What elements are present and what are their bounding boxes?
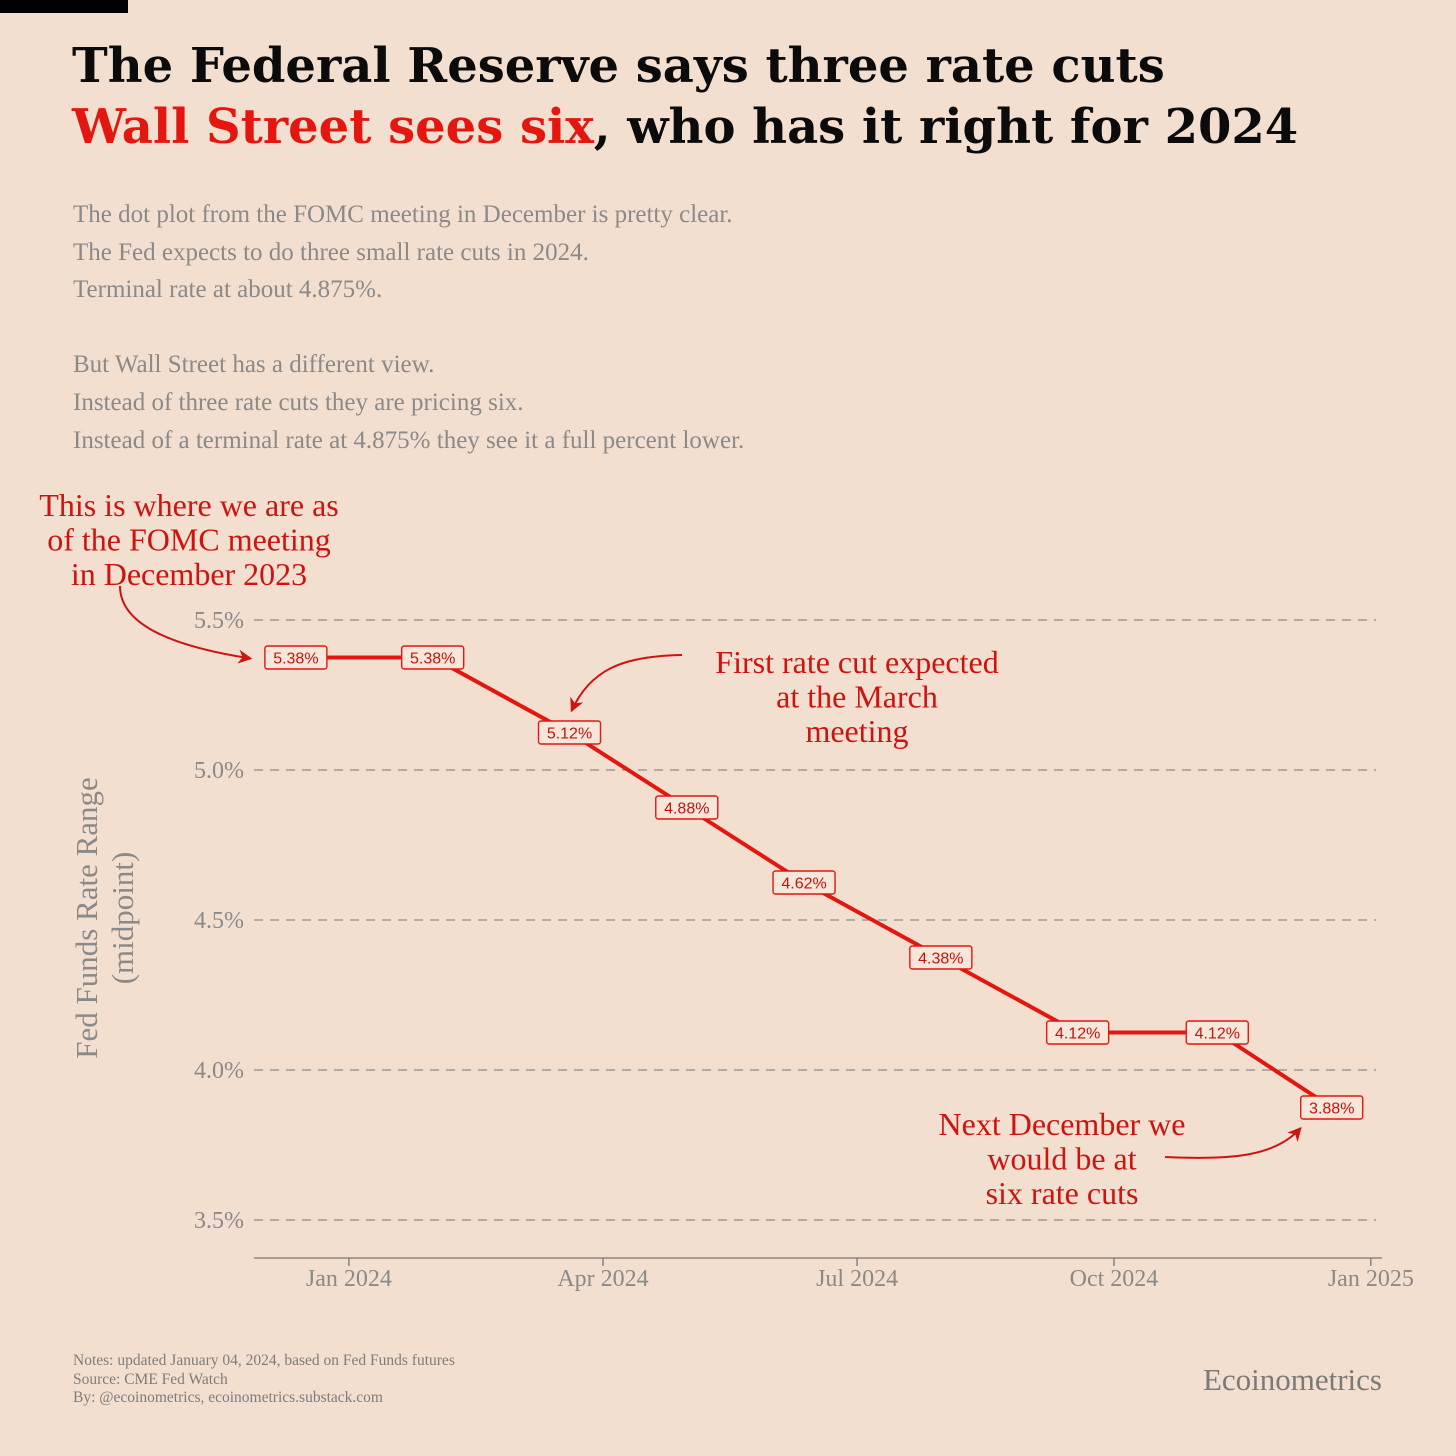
annotation-line: of the FOMC meeting bbox=[47, 522, 331, 558]
x-tick-label: Oct 2024 bbox=[1070, 1266, 1159, 1292]
annotation-arrow bbox=[570, 654, 683, 713]
data-label-box bbox=[1185, 1020, 1249, 1045]
source-line: Source: CME Fed Watch bbox=[73, 1370, 228, 1388]
grid-layer bbox=[254, 619, 1376, 1221]
data-label: 3.88% bbox=[1300, 1095, 1364, 1120]
data-label-text: 5.12% bbox=[547, 726, 592, 743]
title-line-2-rest: , who has it right for 2024 bbox=[593, 99, 1299, 155]
y-tick-label: 5.5% bbox=[194, 608, 244, 634]
subtitle-line: Terminal rate at about 4.875%. bbox=[73, 276, 383, 304]
data-label-text: 4.88% bbox=[664, 801, 709, 818]
subtitle-line: The Fed expects to do three small rate c… bbox=[73, 238, 589, 266]
data-label-text: 4.62% bbox=[781, 876, 826, 893]
y-tick-label: 3.5% bbox=[194, 1208, 244, 1234]
data-label-box bbox=[909, 945, 973, 970]
notes-line: Notes: updated January 04, 2024, based o… bbox=[73, 1352, 455, 1369]
y-axis-title: Fed Funds Rate Range(midpoint) bbox=[69, 777, 140, 1059]
data-label-box bbox=[264, 645, 328, 670]
chart-subtitle: The dot plot from the FOMC meeting in De… bbox=[73, 196, 744, 459]
x-tick-label: Jan 2025 bbox=[1328, 1266, 1414, 1292]
y-tick-label: 5.0% bbox=[194, 758, 244, 784]
data-label-box bbox=[537, 720, 602, 745]
annotation-line: First rate cut expected bbox=[715, 644, 998, 680]
data-label-box bbox=[400, 645, 465, 670]
annotation-text: First rate cut expected at the March meeti… bbox=[715, 644, 998, 749]
annotation-text: Next December we would be at six rate cuts bbox=[939, 1106, 1186, 1211]
annotation-line: in December 2023 bbox=[71, 556, 307, 592]
subtitle-line: But Wall Street has a different view. bbox=[73, 351, 435, 379]
data-label-box bbox=[1045, 1020, 1110, 1045]
data-label-box bbox=[655, 795, 719, 820]
brand-name: Ecoinometrics bbox=[1202, 1362, 1382, 1397]
data-label-text: 5.38% bbox=[410, 651, 455, 668]
data-label: 5.12% bbox=[537, 720, 602, 745]
annotation-arrow bbox=[119, 585, 253, 664]
annotation-layer: This is where we are as of the FOMC meeti… bbox=[39, 487, 1302, 1211]
annotation-arrow bbox=[1164, 1126, 1302, 1159]
title-line-2: Wall Street sees six, who has it right f… bbox=[72, 97, 1298, 158]
y-axis-title-line: Fed Funds Rate Range bbox=[69, 777, 104, 1059]
subtitle-line: Instead of three rate cuts they are pric… bbox=[73, 388, 524, 416]
subtitle-line: Instead of a terminal rate at 4.875% the… bbox=[73, 426, 745, 454]
annotation-line: at the March bbox=[776, 679, 938, 715]
annotation-text: This is where we are as of the FOMC meeti… bbox=[39, 487, 338, 592]
x-tick-label: Apr 2024 bbox=[557, 1266, 648, 1292]
chart-title: The Federal Reserve says three rate cuts… bbox=[72, 36, 1298, 158]
data-label-text: 4.12% bbox=[1055, 1026, 1100, 1043]
data-label: 5.38% bbox=[400, 645, 465, 670]
data-label: 4.12% bbox=[1045, 1020, 1110, 1045]
annotation-line: Next December we bbox=[939, 1106, 1186, 1142]
annotation-line: six rate cuts bbox=[986, 1175, 1139, 1211]
axis-layer: 3.5% 4.0% 4.5% 5.0% 5.5% Jan 2024 Apr 2024 Jul … bbox=[69, 608, 1414, 1292]
data-label-layer: 5.38% 5.38% 5.12% 4.88% 4.62% 4.38% 4.12% 4.12%… bbox=[264, 645, 1364, 1120]
y-tick-label: 4.5% bbox=[194, 908, 244, 934]
corner-accent-bar bbox=[0, 0, 128, 13]
byline: By: @ecoinometrics, ecoinometrics.substa… bbox=[73, 1389, 383, 1406]
subtitle-line: The dot plot from the FOMC meeting in De… bbox=[73, 201, 733, 228]
x-tick-label: Jul 2024 bbox=[816, 1266, 898, 1292]
title-line-1: The Federal Reserve says three rate cuts bbox=[72, 38, 1165, 94]
annotation-line: This is where we are as bbox=[39, 487, 338, 523]
data-label-text: 4.38% bbox=[918, 951, 963, 968]
x-tick-label: Jan 2024 bbox=[306, 1266, 392, 1292]
data-label-box bbox=[772, 870, 836, 895]
data-label: 5.38% bbox=[264, 645, 328, 670]
data-label-text: 4.12% bbox=[1195, 1026, 1240, 1043]
annotation-line: would be at bbox=[987, 1141, 1136, 1177]
chart-notes: Notes: updated January 04, 2024, based o… bbox=[73, 1352, 455, 1408]
data-label: 4.38% bbox=[909, 945, 973, 970]
title-highlight: Wall Street sees six bbox=[72, 99, 594, 155]
data-label: 4.12% bbox=[1185, 1020, 1249, 1045]
data-label-text: 3.88% bbox=[1309, 1101, 1354, 1118]
data-label-text: 5.38% bbox=[273, 651, 318, 668]
y-tick-label: 4.0% bbox=[194, 1058, 244, 1084]
data-label: 4.62% bbox=[772, 870, 836, 895]
y-axis-title-line: (midpoint) bbox=[105, 852, 140, 985]
data-label: 4.88% bbox=[655, 795, 719, 820]
annotation-line: meeting bbox=[805, 713, 908, 749]
data-label-box bbox=[1300, 1095, 1364, 1120]
